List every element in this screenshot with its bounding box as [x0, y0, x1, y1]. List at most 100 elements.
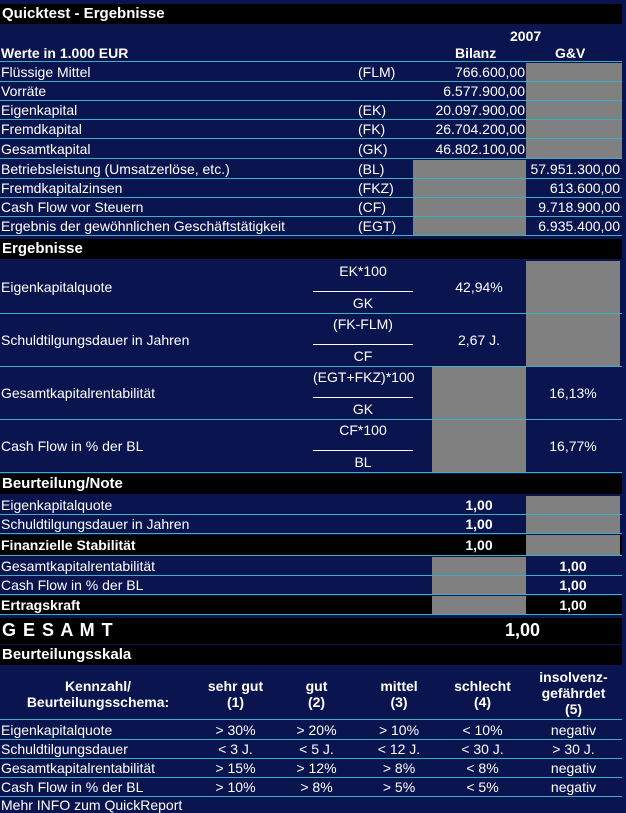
formula-denominator: GK	[352, 401, 374, 417]
beurteilung-label: Gesamtkapitalrentabilität	[1, 558, 156, 574]
skala-label: Eigenkapitalquote	[1, 722, 113, 738]
bilanz-value	[413, 217, 526, 235]
skala-value: negativ	[550, 722, 597, 738]
skala-header-line: (4)	[473, 694, 492, 710]
skala-header-line: insolvenz-	[539, 669, 608, 685]
beurteilung-row: Eigenkapitalquote 1,00	[0, 496, 622, 515]
skala-value: < 30 J.	[461, 741, 504, 757]
skala-title: Beurteilungsskala	[0, 645, 622, 665]
beurteilung-label: Cash Flow in % der BL	[1, 577, 144, 593]
formula-divider	[313, 344, 413, 345]
beurteilung-summary-row: Ertragskraft 1,00	[0, 596, 622, 615]
skala-label: Schuldtilgungsdauer	[1, 741, 128, 757]
ergebnis-row: Cash Flow in % der BL CF*100 BL 16,77%	[0, 420, 622, 473]
beurteilung-guv-value: 1,00	[559, 558, 587, 574]
skala-value: < 5%	[466, 779, 499, 795]
beurteilung-bilanz-value: 1,00	[465, 497, 493, 513]
skala-value: < 3 J.	[218, 741, 253, 757]
skala-column-header: insolvenz-gefährdet (5)	[525, 669, 622, 717]
skala-value: < 10%	[462, 722, 503, 738]
skala-column-header: schlecht (4)	[440, 678, 525, 710]
row-abbreviation: (FK)	[358, 121, 386, 137]
skala-value: > 10%	[215, 779, 256, 795]
beurteilung-guv-value: 1,00	[559, 577, 587, 593]
input-row: Cash Flow vor Steuern (CF) 9.718.900,00	[0, 198, 622, 217]
bilanz-value: 766.600,00	[454, 64, 525, 80]
skala-value: negativ	[550, 760, 597, 776]
gesamt-row: G E S A M T 1,00	[0, 618, 622, 644]
guv-value	[526, 139, 622, 158]
skala-label: Cash Flow in % der BL	[1, 779, 144, 795]
beurteilung-summary-row: Finanzielle Stabilität 1,00	[0, 535, 622, 556]
row-abbreviation: (BL)	[358, 161, 385, 177]
skala-value: > 8%	[300, 779, 333, 795]
skala-header-line: schlecht	[454, 678, 511, 694]
beurteilung-label: Finanzielle Stabilität	[1, 537, 136, 553]
skala-header-line: mittel	[380, 678, 418, 694]
skala-row: Cash Flow in % der BL > 10% > 8% > 5% < 5% ne…	[0, 778, 622, 797]
skala-value: < 12 J.	[377, 741, 421, 757]
formula-numerator: CF*100	[339, 422, 387, 438]
beurteilung-bilanz-value: 1,00	[465, 537, 493, 553]
row-abbreviation: (EK)	[358, 102, 386, 118]
report-title: Quicktest - Ergebnisse	[0, 4, 622, 24]
ergebnis-label: Gesamtkapitalrentabilität	[1, 385, 156, 401]
year-label: 2007	[510, 28, 542, 44]
input-row: Ergebnis der gewöhnlichen Geschäftstätig…	[0, 217, 622, 236]
skala-header-line: (2)	[307, 694, 326, 710]
skala-value: > 15%	[215, 760, 256, 776]
row-abbreviation: (FKZ)	[358, 180, 394, 196]
row-abbreviation: (GK)	[358, 140, 388, 157]
skala-value: > 8%	[382, 760, 416, 776]
skala-row: Gesamtkapitalrentabilität > 15% > 12% > 8% <…	[0, 759, 622, 778]
input-row: Fremdkapital (FK) 26.704.200,00	[0, 120, 622, 139]
ergebnis-bilanz-value: 2,67 J.	[457, 332, 501, 348]
row-label: Flüssige Mittel	[1, 64, 91, 80]
col-bilanz-header: Bilanz	[455, 44, 497, 61]
more-info-link[interactable]: Mehr INFO zum QuickReport	[1, 797, 183, 813]
formula-numerator: (EGT+FKZ)*100	[313, 369, 415, 385]
beurteilung-row: Schuldtilgungsdauer in Jahren 1,00	[0, 515, 622, 534]
guv-value: 613.600,00	[549, 180, 620, 196]
skala-label: Gesamtkapitalrentabilität	[1, 760, 156, 776]
ergebnis-label: Schuldtilgungsdauer in Jahren	[1, 332, 190, 348]
guv-value	[526, 82, 622, 100]
ergebnis-bilanz-value	[432, 367, 526, 419]
units-label: Werte in 1.000 EUR	[1, 44, 129, 61]
guv-value: 6.935.400,00	[538, 218, 620, 234]
beurteilung-bilanz-value	[432, 557, 526, 575]
formula-divider	[313, 291, 413, 292]
row-label: Fremdkapital	[1, 121, 82, 137]
ergebnis-row: Eigenkapitalquote EK*100 GK 42,94%	[0, 261, 622, 314]
beurteilung-guv-value	[526, 496, 620, 514]
guv-value	[526, 120, 622, 138]
input-row: Vorräte 6.577.900,00	[0, 82, 622, 101]
skala-row: Schuldtilgungsdauer < 3 J. < 5 J. < 12 J. < …	[0, 740, 622, 759]
beurteilung-label: Ertragskraft	[1, 597, 81, 613]
bilanz-value	[413, 198, 526, 216]
ergebnis-guv-value	[526, 261, 620, 313]
bilanz-value: 46.802.100,00	[435, 140, 525, 157]
skala-column-header: gut (2)	[275, 678, 358, 710]
ergebnis-bilanz-value	[432, 420, 526, 472]
skala-column-header: sehr gut (1)	[196, 678, 275, 710]
bilanz-value: 20.097.900,00	[435, 102, 525, 118]
formula-divider	[313, 397, 413, 398]
ergebnis-guv-value	[526, 314, 620, 366]
row-abbreviation: (CF)	[358, 199, 386, 215]
beurteilung-guv-value	[526, 515, 620, 533]
formula-divider	[313, 450, 413, 451]
skala-column-header: Kennzahl/Beurteilungsschema:	[0, 678, 196, 710]
row-label: Ergebnis der gewöhnlichen Geschäftstätig…	[1, 218, 286, 234]
beurteilung-label: Eigenkapitalquote	[1, 497, 113, 513]
formula-numerator: EK*100	[339, 263, 387, 279]
skala-header-line: Beurteilungsschema:	[26, 694, 170, 710]
skala-header-line: sehr gut	[207, 678, 264, 694]
guv-value	[526, 101, 622, 119]
beurteilung-bilanz-value	[432, 576, 526, 594]
skala-value: > 5%	[382, 779, 416, 795]
gesamt-label: G E S A M T	[2, 620, 114, 640]
row-label: Cash Flow vor Steuern	[1, 199, 144, 215]
beurteilung-guv-value	[526, 535, 620, 555]
beurteilung-title: Beurteilung/Note	[0, 474, 622, 494]
